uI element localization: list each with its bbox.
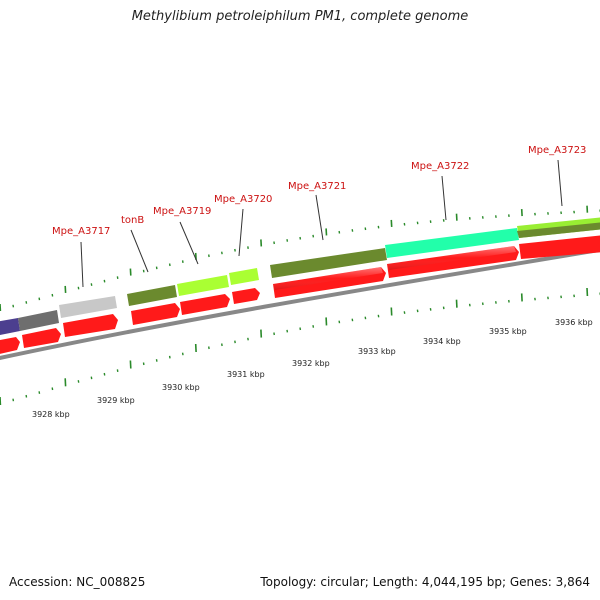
cds-arrow: [0, 337, 20, 354]
leader-line: [557, 159, 563, 207]
leader-line: [179, 221, 199, 265]
feature-block: [127, 285, 177, 306]
kbp-label: 3930 kbp: [162, 383, 200, 392]
kbp-label: 3931 kbp: [227, 370, 265, 379]
leader-line: [80, 241, 84, 288]
feature-block: [229, 268, 259, 285]
kbp-label: 3928 kbp: [32, 410, 70, 419]
cds-arrow: [63, 314, 118, 337]
gene-label-mpe-a3720[interactable]: Mpe_A3720: [214, 194, 272, 205]
leader-line: [441, 175, 447, 221]
gene-label-mpe-a3721[interactable]: Mpe_A3721: [288, 181, 346, 192]
kbp-label: 3935 kbp: [489, 327, 527, 336]
lower-tick-ring: [0, 287, 600, 406]
cds-gloss: [273, 246, 516, 290]
kbp-label: 3929 kbp: [97, 396, 135, 405]
gene-label-mpe-a3723[interactable]: Mpe_A3723: [528, 145, 586, 156]
backbone-line: [0, 247, 600, 360]
gene-label-mpe-a3719[interactable]: Mpe_A3719: [153, 206, 211, 217]
cds-arrow: [22, 328, 61, 348]
feature-track: [0, 217, 600, 335]
leader-line: [238, 208, 244, 257]
label-leaders: [80, 159, 563, 288]
cds-track: [0, 235, 600, 354]
accession-text: Accession: NC_008825: [9, 575, 146, 589]
feature-block: [0, 318, 20, 335]
topology-text: Topology: circular; Length: 4,044,195 bp…: [260, 575, 590, 589]
kbp-label: 3933 kbp: [358, 347, 396, 356]
feature-block: [270, 248, 387, 278]
leader-line: [315, 194, 324, 241]
cds-arrow: [519, 235, 600, 259]
gene-label-mpe-a3717[interactable]: Mpe_A3717: [52, 226, 110, 237]
gene-label-mpe-a3722[interactable]: Mpe_A3722: [411, 161, 469, 172]
leader-line: [130, 229, 149, 273]
feature-block: [59, 296, 117, 318]
genome-title: Methylibium petroleiphilum PM1, complete…: [131, 9, 469, 24]
cds-arrow: [131, 303, 180, 325]
gene-label-tonb[interactable]: tonB: [121, 215, 144, 226]
kbp-label: 3936 kbp: [555, 318, 593, 327]
feature-block: [18, 310, 59, 331]
feature-block: [517, 222, 600, 238]
feature-block: [177, 275, 229, 296]
upper-tick-ring: [0, 205, 600, 312]
kbp-label: 3934 kbp: [423, 337, 461, 346]
cds-arrow: [232, 288, 260, 304]
feature-block: [385, 228, 519, 258]
kbp-label: 3932 kbp: [292, 359, 330, 368]
cds-arrow: [180, 294, 230, 315]
